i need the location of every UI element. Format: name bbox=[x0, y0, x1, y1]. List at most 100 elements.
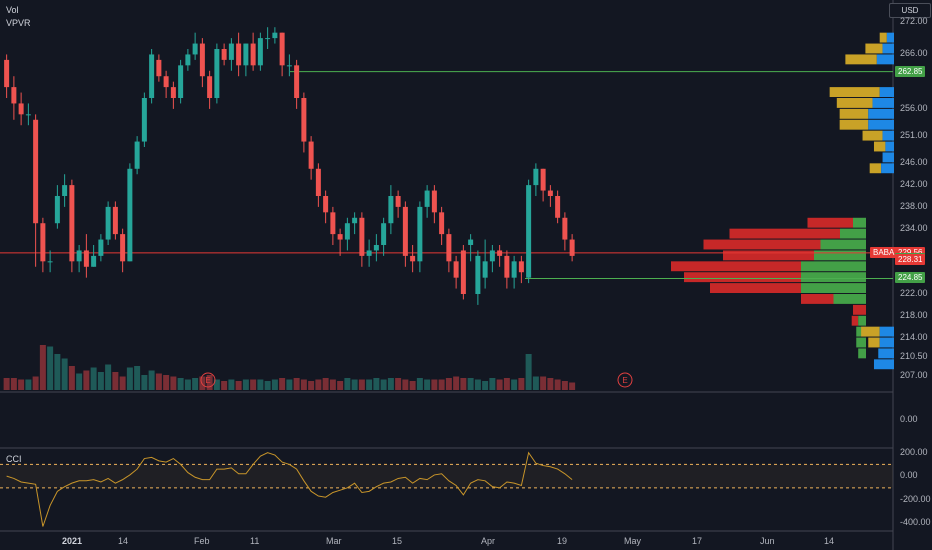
candle-body bbox=[156, 59, 162, 77]
volume-bar bbox=[206, 375, 213, 390]
volume-bar bbox=[380, 379, 387, 390]
volume-bar bbox=[177, 378, 184, 390]
candle-body bbox=[228, 43, 234, 60]
volume-bar bbox=[235, 381, 242, 390]
volume-bar bbox=[395, 378, 402, 390]
time-tick-label: Mar bbox=[326, 536, 342, 546]
time-tick-label: May bbox=[624, 536, 642, 546]
candle-body bbox=[47, 261, 53, 263]
candle-body bbox=[120, 234, 126, 262]
vpvr-bar bbox=[853, 217, 866, 228]
vpvr-bar bbox=[801, 272, 866, 283]
candle-body bbox=[489, 250, 495, 262]
vpvr-bar bbox=[710, 283, 801, 293]
volume-bar bbox=[445, 378, 452, 390]
cci-tick-label: 0.00 bbox=[900, 470, 918, 481]
volume-bar bbox=[489, 378, 496, 390]
volume-bar bbox=[525, 354, 532, 390]
time-tick-label: 2021 bbox=[62, 536, 83, 546]
vpvr-bar bbox=[807, 217, 853, 228]
candle-body bbox=[91, 255, 97, 267]
vpvr-bar bbox=[885, 141, 894, 152]
volume-bar bbox=[54, 354, 61, 390]
vpvr-bar bbox=[879, 337, 894, 348]
candle-body bbox=[569, 239, 575, 256]
volume-bar bbox=[482, 381, 489, 390]
candle-body bbox=[504, 255, 510, 278]
candle-body bbox=[18, 103, 24, 115]
time-tick-label: Jun bbox=[760, 536, 775, 546]
cci-tick-label: -200.00 bbox=[900, 493, 931, 504]
cci-legend[interactable]: CCI bbox=[6, 454, 22, 464]
currency-badge[interactable]: USD bbox=[889, 3, 931, 18]
volume-bar bbox=[148, 370, 155, 390]
candle-body bbox=[308, 141, 314, 169]
price-tick-label: 256.00 bbox=[900, 102, 928, 113]
candle-body bbox=[62, 185, 68, 196]
price-tick-label: 266.00 bbox=[900, 48, 928, 59]
vpvr-bar bbox=[858, 315, 866, 326]
candle-body bbox=[112, 206, 118, 235]
candle-body bbox=[192, 43, 198, 55]
candle-body bbox=[344, 223, 350, 240]
candle-body bbox=[134, 141, 140, 169]
volume-bar bbox=[453, 376, 460, 390]
volume-bar bbox=[83, 370, 90, 390]
volume-bar bbox=[163, 375, 170, 390]
candle-body bbox=[54, 196, 60, 224]
vpvr-bar bbox=[829, 87, 880, 97]
volume-bar bbox=[61, 358, 68, 390]
volume-bar bbox=[300, 379, 307, 390]
earnings-marker bbox=[200, 372, 216, 388]
vpvr-legend[interactable]: VPVR bbox=[6, 18, 31, 28]
vol-legend[interactable]: Vol bbox=[6, 5, 19, 15]
vpvr-bar bbox=[865, 43, 883, 54]
candle-body bbox=[4, 59, 10, 88]
vpvr-bar bbox=[858, 348, 866, 359]
candle-body bbox=[555, 196, 561, 218]
vol-tick-label: 0.00 bbox=[900, 414, 918, 424]
symbol-tag: BABA bbox=[870, 246, 898, 258]
vpvr-bar bbox=[879, 87, 894, 97]
price-tick-label: 246.00 bbox=[900, 157, 928, 168]
candle-body bbox=[482, 261, 488, 278]
volume-bar bbox=[76, 373, 83, 390]
candle-body bbox=[511, 261, 517, 278]
volume-bar bbox=[554, 379, 561, 390]
candle-body bbox=[526, 185, 532, 278]
earnings-label: E bbox=[622, 376, 627, 385]
price-tag: 229.56 bbox=[895, 246, 926, 258]
volume-bar bbox=[569, 382, 576, 390]
volume-bar bbox=[351, 379, 358, 390]
candle-body bbox=[439, 212, 445, 235]
price-tag: 228.31 bbox=[895, 253, 926, 265]
candle-body bbox=[98, 239, 104, 256]
candle-body bbox=[25, 114, 31, 116]
volume-bar bbox=[373, 378, 380, 390]
candle-body bbox=[373, 245, 379, 251]
candle-body bbox=[417, 206, 423, 262]
vpvr-bar bbox=[839, 108, 869, 119]
candle-body bbox=[475, 255, 481, 294]
time-tick-label: Feb bbox=[194, 536, 210, 546]
vpvr-bar bbox=[886, 32, 894, 43]
volume-bar bbox=[409, 381, 416, 390]
candle-body bbox=[11, 87, 17, 104]
vpvr-bar bbox=[868, 108, 894, 119]
time-tick-label: 17 bbox=[692, 536, 703, 546]
vpvr-bar bbox=[868, 337, 880, 348]
volume-bar bbox=[561, 381, 568, 390]
candle-body bbox=[424, 190, 430, 207]
candle-body bbox=[381, 223, 387, 245]
candle-body bbox=[221, 49, 227, 60]
volume-bar bbox=[32, 376, 39, 390]
vpvr-bar bbox=[820, 239, 866, 250]
candle-body bbox=[410, 255, 416, 262]
candle-body bbox=[359, 217, 365, 256]
cci-line bbox=[6, 451, 573, 527]
volume-bar bbox=[293, 378, 300, 390]
candle-body bbox=[250, 43, 256, 66]
volume-bar bbox=[90, 367, 97, 390]
volume-bar bbox=[184, 379, 191, 390]
